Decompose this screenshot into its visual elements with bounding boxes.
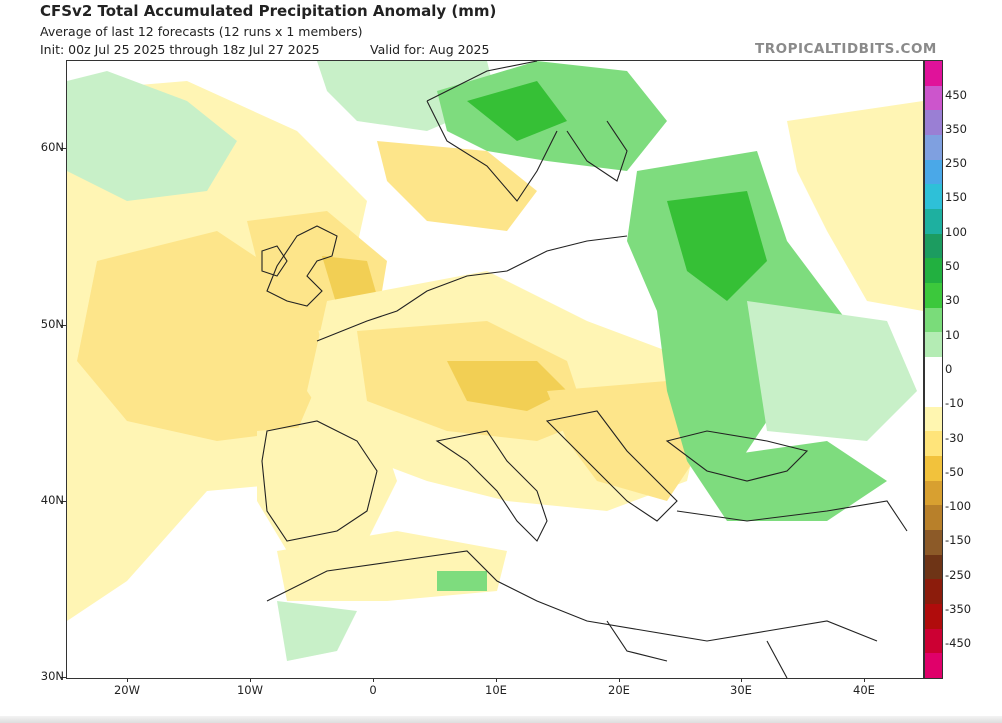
colorbar-segment <box>925 135 942 161</box>
colorbar-segment <box>925 579 942 605</box>
lat-tick <box>61 325 66 326</box>
lat-label: 50N <box>40 317 64 331</box>
dry-area-balkans <box>547 381 707 501</box>
colorbar-segment <box>925 332 942 358</box>
colorbar-label: -450 <box>945 636 972 650</box>
lon-tick <box>250 678 251 682</box>
chart-subtitle: Average of last 12 forecasts (12 runs x … <box>40 24 363 39</box>
colorbar-segment <box>925 653 942 679</box>
chart-title: CFSv2 Total Accumulated Precipitation An… <box>40 2 497 20</box>
colorbar-segment <box>925 529 942 556</box>
map-canvas <box>67 61 923 678</box>
colorbar-label: 450 <box>945 88 967 102</box>
lat-label: 30N <box>40 669 64 683</box>
lon-label: 10W <box>236 683 263 697</box>
lon-tick <box>864 678 865 682</box>
colorbar-segment <box>925 159 942 185</box>
colorbar-segment <box>925 233 942 259</box>
colorbar-segment <box>925 61 942 87</box>
wet-area-north-atlantic <box>67 71 237 201</box>
colorbar-segment <box>925 307 942 333</box>
colorbar-segment <box>925 455 942 482</box>
colorbar-segment <box>925 381 942 407</box>
colorbar-segment <box>925 628 942 654</box>
colorbar-label: 30 <box>945 293 960 307</box>
colorbar-label: -100 <box>945 499 972 513</box>
colorbar-segment <box>925 209 942 235</box>
colorbar-segment <box>925 258 942 284</box>
lon-label: 30E <box>730 683 752 697</box>
lon-label: 0 <box>369 683 377 697</box>
colorbar-segment <box>925 480 942 506</box>
colorbar-label: 50 <box>945 259 960 273</box>
colorbar-label: -150 <box>945 533 972 547</box>
colorbar-label: -30 <box>945 431 964 445</box>
colorbar <box>924 60 943 679</box>
colorbar-label: 150 <box>945 190 967 204</box>
lon-label: 20W <box>113 683 140 697</box>
lat-tick <box>61 677 66 678</box>
brand-watermark[interactable]: TROPICALTIDBITS.COM <box>755 41 937 57</box>
wet-area-black-sea <box>687 441 887 521</box>
wet-area-atlas <box>277 601 357 661</box>
colorbar-segment <box>925 184 942 210</box>
colorbar-segment <box>925 603 942 630</box>
lat-label: 60N <box>40 140 64 154</box>
colorbar-label: 350 <box>945 122 967 136</box>
lon-label: 40E <box>853 683 875 697</box>
lat-tick <box>61 501 66 502</box>
colorbar-segment <box>925 85 942 111</box>
lon-tick <box>619 678 620 682</box>
colorbar-segment <box>925 554 942 580</box>
colorbar-label: 10 <box>945 328 960 342</box>
colorbar-label: -250 <box>945 568 972 582</box>
lon-tick <box>373 678 374 682</box>
coastlines <box>261 61 908 678</box>
lon-tick <box>127 678 128 682</box>
dry-area-alps-core <box>447 361 567 411</box>
dry-area-iberia <box>257 421 397 551</box>
lat-label: 40N <box>40 493 64 507</box>
colorbar-segment <box>925 505 942 531</box>
colorbar-segment <box>925 110 942 136</box>
bottom-edge <box>0 716 1002 723</box>
colorbar-segment <box>925 406 942 432</box>
colorbar-label: 250 <box>945 156 967 170</box>
colorbar-segment <box>925 283 942 309</box>
lat-tick <box>61 148 66 149</box>
colorbar-label: -50 <box>945 465 964 479</box>
lon-label: 20E <box>608 683 630 697</box>
colorbar-label: 0 <box>945 362 953 376</box>
colorbar-segment <box>925 357 942 383</box>
colorbar-segment <box>925 431 942 457</box>
colorbar-label: -10 <box>945 396 964 410</box>
lon-tick <box>741 678 742 682</box>
wet-area-belarus-core <box>667 191 767 301</box>
precip-anomaly-map[interactable] <box>66 60 924 679</box>
colorbar-label: -350 <box>945 602 972 616</box>
dry-area-russia <box>787 101 923 311</box>
wet-area-ukraine-light <box>747 301 917 441</box>
wet-area-algeria <box>437 571 487 591</box>
dry-area-uk-core <box>322 256 377 306</box>
lon-label: 10E <box>485 683 507 697</box>
dry-area-north-sea <box>377 141 537 231</box>
colorbar-label: 100 <box>945 225 967 239</box>
wet-area-norway-core <box>467 81 567 141</box>
init-time: Init: 00z Jul 25 2025 through 18z Jul 27… <box>40 42 320 57</box>
valid-time: Valid for: Aug 2025 <box>370 42 490 57</box>
lon-tick <box>496 678 497 682</box>
